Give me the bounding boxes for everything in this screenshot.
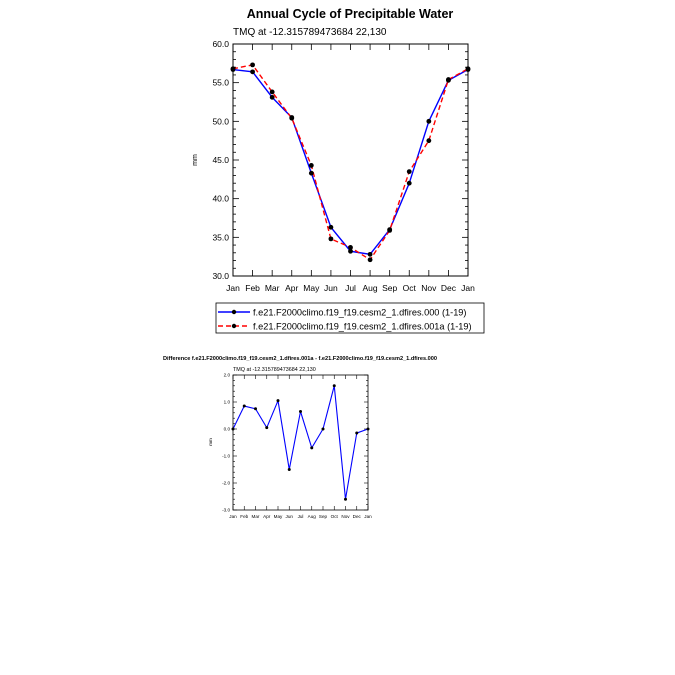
c1-x-tick-label: Mar [265,283,280,293]
c2-series-1-point [299,409,302,413]
chart1-series [230,62,471,263]
c1-y-tick-label: 35.0 [212,232,229,242]
c2-series-1-point [332,384,336,388]
c1-series-2-point [446,77,451,82]
c1-series-1-point [328,224,334,230]
c2-x-tick-label: Oct [331,514,339,519]
chart2-series [231,384,370,501]
chart2-x-tick-labels: Jan Feb Mar Apr May Jun Jul Aug Sep Oct Nov Dec Jan [229,514,372,519]
c2-series-1-point [344,497,347,501]
c1-series-2-point [426,138,432,144]
c1-series-2-point [250,62,255,68]
c1-series-2-point [289,115,295,121]
c2-series-1-point [310,446,314,450]
c1-y-tick-label: 50.0 [212,116,229,126]
c1-series-1-point [250,69,255,75]
c1-x-tick-label: Jul [345,283,356,293]
chart1-title: Annual Cycle of Precipitable Water [247,7,454,21]
chart1-ticks [232,43,469,277]
c1-series-1-point [406,180,412,186]
c2-y-tick-label: 0.0 [224,427,231,432]
c2-y-tick-label: 1.0 [224,400,231,405]
c1-x-tick-label: Sep [382,283,397,293]
c1-series-line-1 [232,68,469,256]
c1-y-tick-label: 60.0 [212,39,229,49]
c2-x-tick-label: Jun [286,514,294,519]
c2-series-1-point [321,427,325,431]
c1-x-tick-label: Apr [285,283,298,293]
legend-marker-blue [231,309,237,315]
chart2-ticks [232,374,369,511]
c2-x-tick-label: Nov [341,514,350,519]
chart2-title: Difference f.e21.F2000climo.f19_f19.cesm… [163,356,437,362]
legend-marker-red [231,323,237,329]
c2-series-1-point [265,426,269,430]
c1-series-1-point [367,251,373,257]
c2-x-tick-label: Jan [364,514,372,519]
c2-series-1-point [287,468,291,471]
c2-x-tick-label: Feb [240,514,248,519]
c1-series-1-point [269,94,275,100]
c1-x-tick-label: Jun [324,283,338,293]
c1-y-tick-label: 40.0 [212,194,229,204]
c2-series-1-point [254,407,257,411]
chart1-ylabel: mm [192,154,199,166]
c1-series-2-point [348,244,353,250]
c1-y-tick-label: 55.0 [212,78,229,88]
c2-x-tick-label: Dec [353,514,362,519]
chart1-x-tick-labels: Jan Feb Mar Apr May Jun Jul Aug Sep Oct Nov Dec Jan [226,283,475,293]
c1-series-2-point [328,236,334,242]
c2-x-tick-label: Jan [229,514,237,519]
c1-series-2-point [406,169,412,175]
chart2-subtitle: TMQ at -12.315789473684 22,130 [233,367,316,373]
c1-series-2-point [367,257,373,263]
chart1-subtitle: TMQ at -12.315789473684 22,130 [233,27,387,38]
c1-series-2-point [308,163,314,168]
chart1-frame [232,43,469,277]
c1-series-1-point [308,170,314,176]
c2-y-tick-label: -2.0 [222,481,230,486]
c2-series-1-point [242,404,246,408]
chart2-frame [232,374,369,511]
c1-series-1-point [348,248,353,254]
difference-chart: Difference f.e21.F2000climo.f19_f19.cesm… [163,356,437,519]
c2-y-tick-label: -3.0 [222,508,230,513]
c1-series-line-2 [232,64,469,261]
main-chart: Annual Cycle of Precipitable Water TMQ a… [192,7,485,334]
c1-x-tick-label: Oct [403,283,417,293]
c1-series-1-point [426,118,432,124]
legend-label-series-1: f.e21.F2000climo.f19_f19.cesm2_1.dfires.… [253,308,466,318]
c1-x-tick-label: May [303,283,320,293]
chart1-y-tick-labels: 30.0 35.0 40.0 45.0 50.0 55.0 60.0 [212,39,229,281]
legend-label-series-2: f.e21.F2000climo.f19_f19.cesm2_1.dfires.… [253,322,472,332]
c1-y-tick-label: 45.0 [212,155,229,165]
c2-y-tick-label: -1.0 [222,454,230,459]
chart1-legend: f.e21.F2000climo.f19_f19.cesm2_1.dfires.… [215,302,485,334]
c2-series-1-point [355,431,359,435]
c2-x-tick-label: May [274,514,283,519]
c2-y-tick-label: 2.0 [224,373,231,378]
legend-box [215,302,485,334]
c1-series-2-point [269,89,275,95]
c2-series-line-1 [232,385,369,500]
c1-y-tick-label: 30.0 [212,271,229,281]
c2-series-1-point [276,399,280,403]
c1-x-tick-label: Jan [461,283,475,293]
c1-series-2-point [387,227,393,233]
c2-x-tick-label: Aug [308,514,317,519]
c1-x-tick-label: Dec [441,283,457,293]
c1-x-tick-label: Nov [421,283,437,293]
chart2-ylabel: mm [208,438,213,446]
c2-x-tick-label: Apr [263,514,271,519]
c2-x-tick-label: Mar [252,514,260,519]
c1-x-tick-label: Jan [226,283,240,293]
c2-x-tick-label: Sep [319,514,328,519]
c2-x-tick-label: Jul [298,514,304,519]
c1-x-tick-label: Aug [363,283,378,293]
c1-x-tick-label: Feb [245,283,260,293]
chart2-y-tick-labels: -3.0 -2.0 -1.0 0.0 1.0 2.0 [222,373,230,513]
